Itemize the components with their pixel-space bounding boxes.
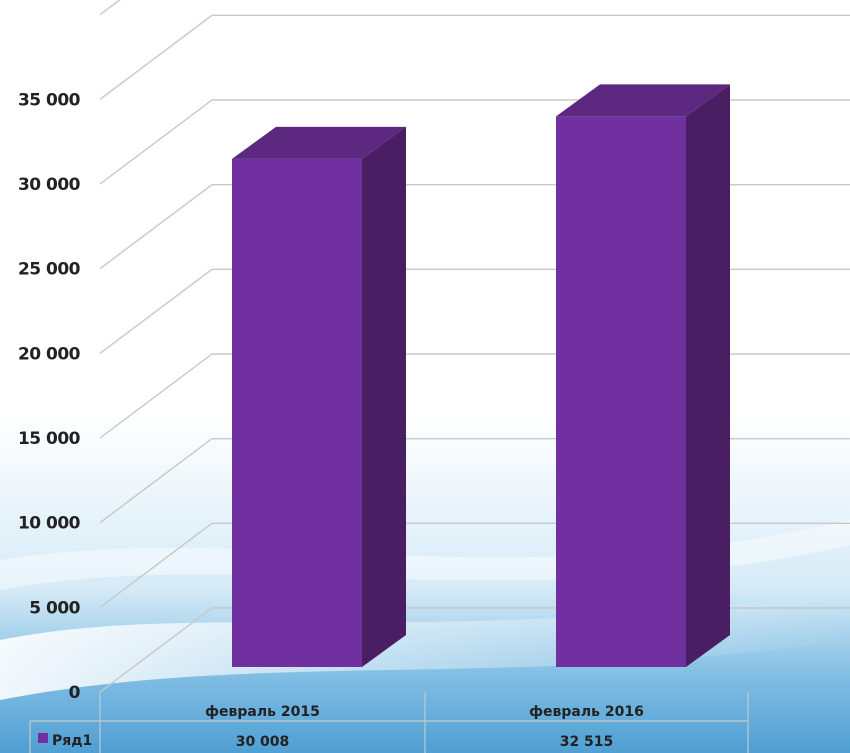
data-table-value: 32 515 [560, 734, 614, 750]
gridline-side [99, 14, 213, 100]
x-category-label: февраль 2016 [529, 704, 644, 720]
gridline-side [99, 0, 121, 16]
y-tick-label: 30 000 [18, 175, 81, 195]
bar-top [232, 126, 406, 159]
bars [232, 84, 730, 668]
y-tick-label: 15 000 [18, 429, 81, 449]
x-category-label: февраль 2015 [205, 704, 320, 720]
data-table-value: 30 008 [236, 734, 290, 750]
gridline-side [99, 99, 213, 185]
legend-key [38, 733, 48, 743]
bar-side [686, 84, 730, 668]
y-tick-label: 20 000 [18, 344, 81, 364]
gridline-side [99, 353, 213, 439]
y-axis-tick-labels: 0 5 000 10 000 15 000 20 000 25 000 30 000 35 0… [18, 90, 81, 703]
y-tick-label: 25 000 [18, 260, 81, 280]
gridline-side [99, 438, 213, 524]
bar [556, 84, 730, 668]
bar-front [232, 158, 362, 667]
bar [232, 126, 406, 668]
y-tick-label: 10 000 [18, 514, 81, 534]
y-tick-label: 5 000 [29, 598, 80, 618]
gridline-side [99, 268, 213, 354]
data-table: февраль 2015 30 008 февраль 2016 32 515 Ряд1 [29, 692, 749, 753]
y-tick-label: 0 [69, 683, 81, 703]
legend-series-name: Ряд1 [52, 733, 92, 749]
gridline-side [99, 184, 213, 270]
bar-front [556, 116, 686, 668]
gridline-side [99, 607, 213, 693]
bar-side [362, 126, 406, 668]
y-tick-label: 35 000 [18, 90, 81, 110]
gridline-side [99, 522, 213, 608]
bar-top [556, 84, 730, 117]
